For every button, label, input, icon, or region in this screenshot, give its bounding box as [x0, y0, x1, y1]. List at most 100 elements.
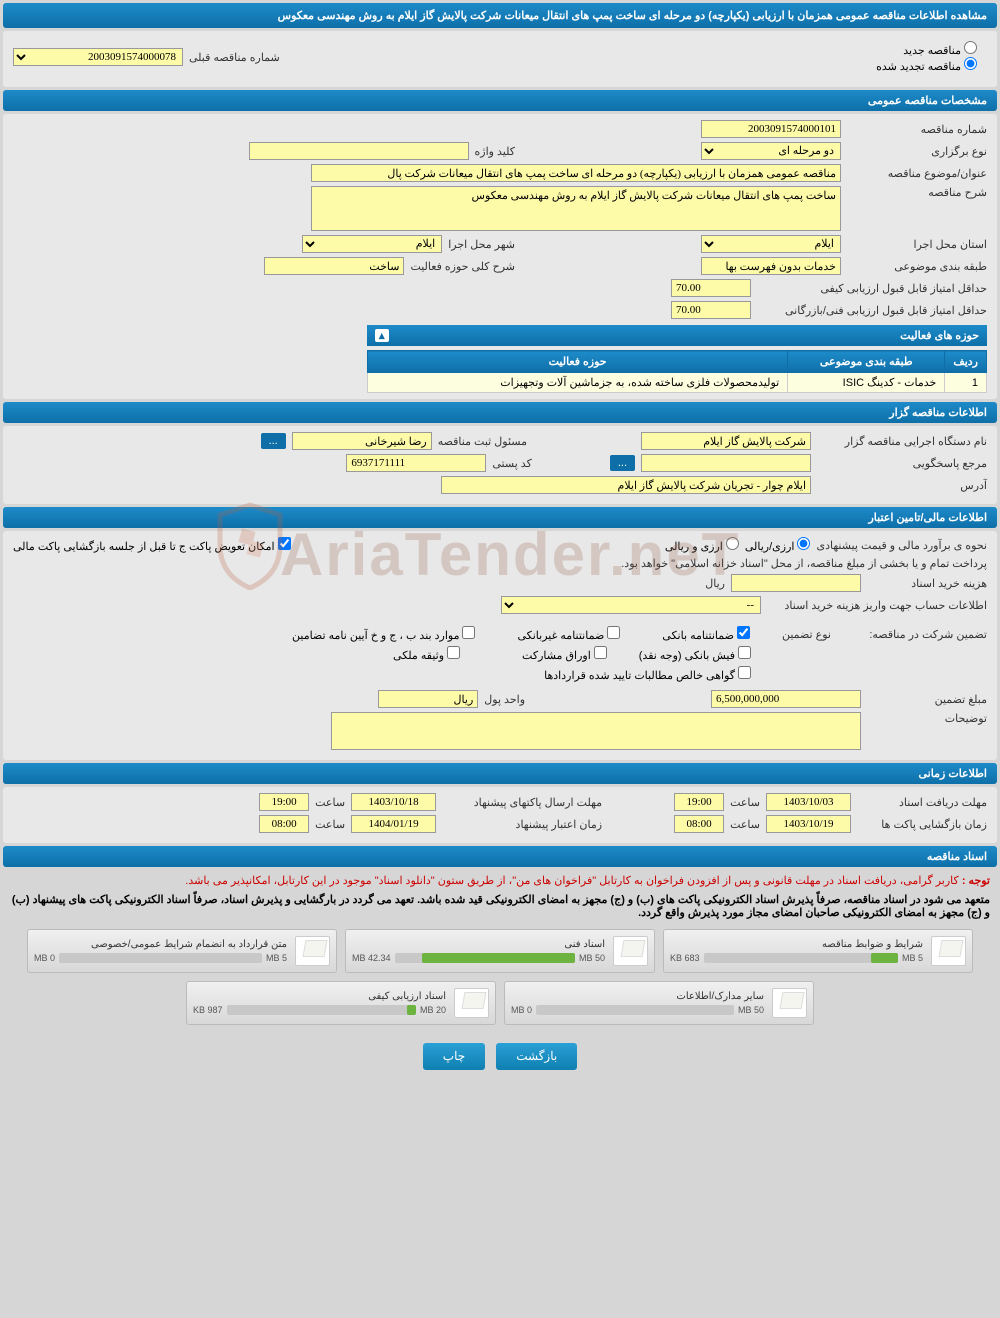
reg-lookup-button[interactable]: ... [261, 433, 286, 449]
collapse-icon[interactable]: ▴ [375, 329, 389, 342]
docs-note2: متعهد می شود در اسناد مناقصه، صرفاً پذیر… [0, 891, 1000, 921]
guar-label: تضمین شرکت در مناقصه: [837, 628, 987, 641]
type-label: نوع برگزاری [847, 145, 987, 158]
notes-textarea[interactable] [331, 712, 861, 750]
amount-label: مبلغ تضمین [867, 693, 987, 706]
print-button[interactable]: چاپ [423, 1043, 485, 1070]
doc-box[interactable]: سایر مدارک/اطلاعات50 MB0 MB [504, 981, 814, 1025]
recv-time[interactable] [674, 793, 724, 811]
button-bar: بازگشت چاپ [0, 1033, 1000, 1080]
doc-used: 683 KB [670, 953, 700, 963]
th-class: طبقه بندی موضوعی [788, 351, 945, 373]
subject-input[interactable] [311, 164, 841, 182]
folder-icon [772, 988, 807, 1018]
class-input[interactable] [701, 257, 841, 275]
type-select[interactable]: دو مرحله ای [701, 142, 841, 160]
acc-label: اطلاعات حساب جهت واریز هزینه خرید اسناد [767, 599, 987, 612]
section-holder-title: اطلاعات مناقصه گزار [3, 402, 997, 423]
guar-cash[interactable]: فیش بانکی (وجه نقد) [639, 646, 751, 662]
radio-renewed[interactable]: مناقصه تجدید شده [876, 61, 977, 73]
scope-input[interactable] [264, 257, 404, 275]
guar-items[interactable]: موارد بند ب ، ج و خ آیین نامه تضامین [292, 626, 475, 642]
min-tech-input[interactable] [671, 301, 751, 319]
radio-new[interactable]: مناقصه جدید [903, 45, 977, 57]
folder-icon [931, 936, 966, 966]
open-label: زمان بازگشایی پاکت ها [857, 818, 987, 831]
notes-label: توضیحات [867, 712, 987, 725]
td-class: خدمات - کدینگ ISIC [788, 373, 945, 393]
send-time[interactable] [259, 793, 309, 811]
folder-icon [454, 988, 489, 1018]
open-time[interactable] [674, 815, 724, 833]
cost-input[interactable] [731, 574, 861, 592]
amount-input[interactable] [711, 690, 861, 708]
td-scope: تولیدمحصولات فلزی ساخته شده، به جزماشین … [368, 373, 788, 393]
doc-box[interactable]: متن قرارداد به انضمام شرایط عمومی/خصوصی5… [27, 929, 337, 973]
ref-input[interactable] [641, 454, 811, 472]
section-time: مهلت دریافت اسناد ساعت مهلت ارسال پاکتها… [3, 787, 997, 843]
folder-icon [613, 936, 648, 966]
doc-progress [395, 953, 575, 963]
prev-number-select[interactable]: 2003091574000078 [13, 48, 183, 66]
activity-table: ردیف طبقه بندی موضوعی حوزه فعالیت 1 خدما… [367, 350, 987, 393]
section-time-title: اطلاعات زمانی [3, 763, 997, 784]
guar-claims[interactable]: گواهی خالص مطالبات تایید شده قراردادها [544, 666, 751, 682]
province-select[interactable]: ایلام [701, 235, 841, 253]
activity-table-header: حوزه های فعالیت ▴ [367, 325, 987, 346]
est-opt2[interactable]: ارزی و ریالی [665, 537, 739, 553]
acc-select[interactable]: -- [501, 596, 761, 614]
addr-input[interactable] [441, 476, 811, 494]
replace-check[interactable]: امکان تعویض پاکت ج تا قبل از جلسه بازگشا… [13, 537, 291, 553]
page-title-bar: مشاهده اطلاعات مناقصه عمومی همزمان با ار… [3, 3, 997, 28]
org-input[interactable] [641, 432, 811, 450]
folder-icon [295, 936, 330, 966]
city-select[interactable]: ایلام [302, 235, 442, 253]
recv-date[interactable] [766, 793, 851, 811]
back-button[interactable]: بازگشت [496, 1043, 577, 1070]
org-label: نام دستگاه اجرایی مناقصه گزار [817, 435, 987, 448]
min-qual-input[interactable] [671, 279, 751, 297]
send-date[interactable] [351, 793, 436, 811]
doc-info: متن قرارداد به انضمام شرایط عمومی/خصوصی5… [34, 939, 287, 963]
post-input[interactable] [346, 454, 486, 472]
th-row: ردیف [945, 351, 987, 373]
valid-time[interactable] [259, 815, 309, 833]
activity-table-wrap: حوزه های فعالیت ▴ ردیف طبقه بندی موضوعی … [367, 325, 987, 393]
doc-progress [227, 1005, 416, 1015]
unit-input[interactable] [378, 690, 478, 708]
guar-type-label: نوع تضمین [782, 628, 831, 641]
doc-progress [704, 953, 898, 963]
radio-new-label: مناقصه جدید [903, 45, 961, 57]
doc-title: شرایط و ضوابط مناقصه [670, 939, 923, 950]
guar-prop[interactable]: وثیقه ملکی [393, 646, 460, 662]
reg-input[interactable] [292, 432, 432, 450]
ref-label: مرجع پاسخگویی [817, 457, 987, 470]
open-date[interactable] [766, 815, 851, 833]
th-scope: حوزه فعالیت [368, 351, 788, 373]
section-docs: توجه : کاربر گرامی، دریافت اسناد در مهلت… [0, 870, 1000, 1033]
table-row: 1 خدمات - کدینگ ISIC تولیدمحصولات فلزی س… [368, 373, 987, 393]
desc-textarea[interactable]: ساخت پمپ های انتقال میعانات شرکت پالایش … [311, 186, 841, 231]
doc-box[interactable]: شرایط و ضوابط مناقصه5 MB683 KB [663, 929, 973, 973]
doc-title: اسناد ارزیابی کیفی [193, 991, 446, 1002]
doc-cap: 50 MB [738, 1005, 764, 1015]
guar-bonds[interactable]: اوراق مشارکت [522, 646, 607, 662]
doc-cap: 20 MB [420, 1005, 446, 1015]
valid-date[interactable] [351, 815, 436, 833]
keyword-input[interactable] [249, 142, 469, 160]
activity-table-title: حوزه های فعالیت [900, 329, 979, 342]
guar-nonbank[interactable]: ضمانتنامه غیربانکی [517, 626, 620, 642]
fin-note: پرداخت تمام و یا بخشی از مبلغ مناقصه، از… [621, 557, 987, 570]
cost-label: هزینه خرید اسناد [867, 577, 987, 590]
doc-used: 987 KB [193, 1005, 223, 1015]
doc-box[interactable]: اسناد ارزیابی کیفی 20 MB 987 KB [186, 981, 496, 1025]
doc-used: 0 MB [511, 1005, 532, 1015]
number-input[interactable] [701, 120, 841, 138]
doc-box[interactable]: اسناد فنی50 MB42.34 MB [345, 929, 655, 973]
cost-unit: ریال [705, 577, 725, 590]
est-opt1[interactable]: ارزی/ریالی [745, 537, 811, 553]
time-lbl2: ساعت [315, 796, 345, 809]
ref-lookup-button[interactable]: ... [610, 455, 635, 471]
valid-label: زمان اعتبار پیشنهاد [442, 818, 602, 831]
guar-bank[interactable]: ضمانتنامه بانکی [662, 626, 750, 642]
